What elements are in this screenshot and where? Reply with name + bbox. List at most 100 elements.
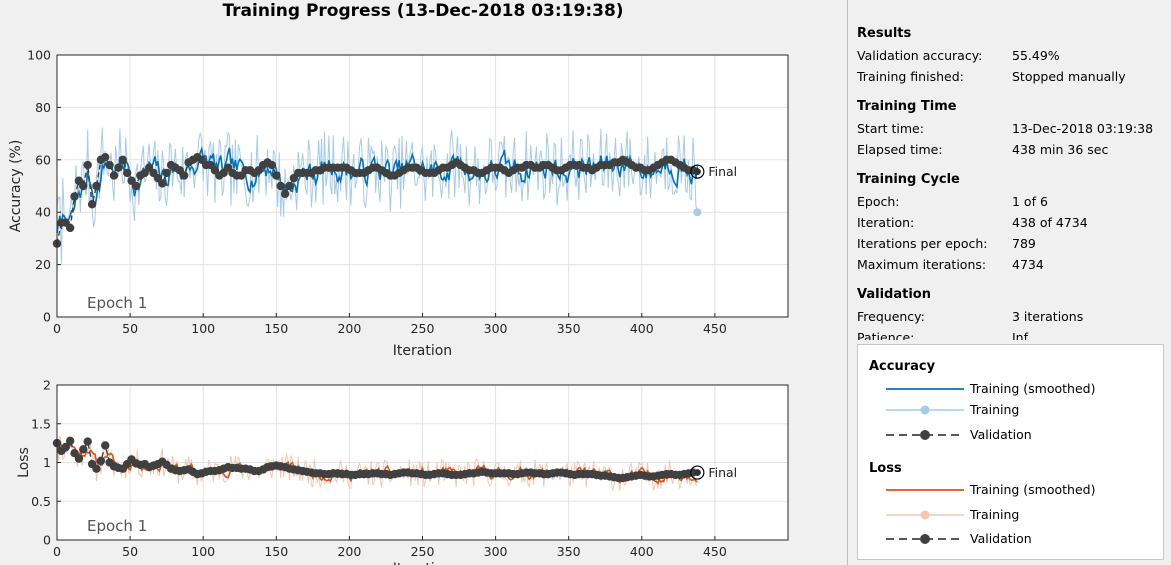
x-tick-label: 450 bbox=[703, 544, 727, 559]
accuracy-last-training-point bbox=[693, 208, 702, 217]
iterations-per-epoch-value: 789 bbox=[1012, 236, 1036, 251]
accuracy-validation-point bbox=[285, 181, 294, 191]
y-tick-label: 20 bbox=[35, 257, 51, 272]
accuracy-final-label: Final bbox=[708, 164, 737, 179]
loss-final-marker bbox=[690, 465, 705, 480]
legend-accuracy-heading: Accuracy bbox=[869, 359, 936, 374]
x-tick-label: 100 bbox=[191, 544, 215, 559]
x-tick-label: 150 bbox=[264, 544, 288, 559]
maximum-iterations-value: 4734 bbox=[1012, 257, 1044, 272]
loss-validation-point bbox=[65, 436, 75, 445]
accuracy-validation-point bbox=[101, 152, 110, 162]
validation-accuracy-value: 55.49% bbox=[1012, 48, 1060, 63]
accuracy-epoch-label: Epoch 1 bbox=[87, 294, 147, 312]
elapsed-time-value: 438 min 36 sec bbox=[1012, 142, 1109, 157]
legend-loss-smoothed-label: Training (smoothed) bbox=[970, 482, 1096, 497]
accuracy-x-axis-label: Iteration bbox=[393, 343, 452, 359]
y-tick-label: 1.5 bbox=[31, 416, 51, 431]
accuracy-validation-point bbox=[92, 181, 101, 191]
loss-validation-point bbox=[92, 464, 101, 473]
panel-divider bbox=[847, 0, 848, 565]
x-tick-label: 400 bbox=[630, 321, 654, 336]
y-tick-label: 60 bbox=[35, 152, 51, 167]
start-time-label: Start time: bbox=[857, 121, 924, 136]
y-tick-label: 0.5 bbox=[31, 494, 51, 509]
x-tick-label: 350 bbox=[557, 321, 581, 336]
x-tick-label: 0 bbox=[53, 321, 61, 336]
accuracy-validation-point bbox=[79, 181, 88, 191]
loss-validation-point bbox=[96, 456, 106, 466]
accuracy-validation-point bbox=[276, 181, 285, 191]
legend: Accuracy Training (smoothed) Training Va… bbox=[857, 344, 1164, 560]
loss-validation-point bbox=[79, 445, 88, 454]
legend-accuracy-training-label: Training bbox=[970, 402, 1020, 417]
accuracy-validation-point bbox=[65, 223, 75, 233]
x-tick-label: 350 bbox=[557, 544, 581, 559]
page-title: Training Progress (13-Dec-2018 03:19:38) bbox=[222, 1, 624, 21]
validation-heading: Validation bbox=[857, 287, 931, 302]
training-time-heading: Training Time bbox=[857, 99, 957, 114]
x-tick-label: 50 bbox=[122, 544, 138, 559]
legend-accuracy-smoothed-line bbox=[886, 388, 964, 390]
accuracy-validation-point bbox=[83, 160, 92, 170]
info-panel: Results Validation accuracy: 55.49% Trai… bbox=[849, 0, 1171, 340]
y-tick-label: 40 bbox=[35, 205, 51, 220]
accuracy-validation-point bbox=[122, 168, 132, 178]
x-tick-label: 400 bbox=[630, 544, 654, 559]
loss-final-label: Final bbox=[708, 465, 737, 480]
accuracy-validation-point bbox=[158, 179, 167, 188]
frequency-value: 3 iterations bbox=[1012, 309, 1084, 324]
accuracy-validation-point bbox=[131, 181, 141, 191]
legend-accuracy-smoothed-label: Training (smoothed) bbox=[970, 381, 1096, 396]
validation-accuracy-label: Validation accuracy: bbox=[857, 48, 983, 63]
loss-validation-point bbox=[61, 442, 70, 452]
y-tick-label: 80 bbox=[35, 100, 51, 115]
accuracy-validation-point bbox=[272, 171, 281, 180]
elapsed-time-label: Elapsed time: bbox=[857, 142, 943, 157]
accuracy-y-axis-label: Accuracy (%) bbox=[8, 140, 24, 233]
loss-validation-point bbox=[83, 437, 92, 446]
legend-accuracy-training-line bbox=[886, 405, 964, 415]
accuracy-training-raw-line bbox=[56, 127, 698, 264]
y-tick-label: 0 bbox=[43, 533, 51, 548]
legend-loss-validation-label: Validation bbox=[970, 531, 1032, 546]
accuracy-validation-point bbox=[179, 171, 189, 180]
legend-loss-validation-line bbox=[886, 534, 964, 544]
x-tick-label: 250 bbox=[411, 321, 435, 336]
training-finished-value: Stopped manually bbox=[1012, 69, 1126, 84]
legend-loss-training-label: Training bbox=[970, 507, 1020, 522]
accuracy-validation-point bbox=[114, 163, 123, 172]
accuracy-validation-point bbox=[118, 155, 127, 164]
maximum-iterations-label: Maximum iterations: bbox=[857, 257, 987, 272]
y-tick-label: 100 bbox=[27, 48, 51, 63]
patience-value: Inf bbox=[1012, 330, 1029, 340]
results-heading: Results bbox=[857, 26, 912, 41]
x-tick-label: 300 bbox=[484, 544, 508, 559]
x-tick-label: 150 bbox=[264, 321, 288, 336]
iterations-per-epoch-label: Iterations per epoch: bbox=[857, 236, 988, 251]
accuracy-validation-point bbox=[280, 189, 290, 199]
x-tick-label: 100 bbox=[191, 321, 215, 336]
loss-y-axis-label: Loss bbox=[16, 447, 32, 478]
training-finished-label: Training finished: bbox=[857, 69, 964, 84]
accuracy-final-marker bbox=[690, 164, 705, 179]
legend-accuracy-validation-line bbox=[886, 430, 964, 440]
iteration-value: 438 of 4734 bbox=[1012, 215, 1088, 230]
accuracy-validation-point bbox=[70, 192, 79, 201]
y-tick-label: 2 bbox=[43, 378, 51, 393]
x-tick-label: 250 bbox=[411, 544, 435, 559]
accuracy-validation-point bbox=[267, 160, 277, 170]
x-tick-label: 200 bbox=[337, 544, 361, 559]
y-tick-label: 0 bbox=[43, 310, 51, 325]
accuracy-validation-point bbox=[87, 200, 97, 209]
loss-final-marker-dot bbox=[693, 469, 701, 477]
accuracy-chart: Final Epoch 1 0 50 100 150 200 250 300 350 400 450 0… bbox=[8, 48, 789, 359]
accuracy-validation-point bbox=[162, 168, 171, 178]
x-tick-label: 450 bbox=[703, 321, 727, 336]
x-tick-label: 0 bbox=[53, 544, 61, 559]
legend-accuracy-validation-label: Validation bbox=[970, 427, 1032, 442]
loss-chart: Final Epoch 1 0 50 100 150 200 250 300 350 400 450 0… bbox=[16, 378, 789, 565]
frequency-label: Frequency: bbox=[857, 309, 925, 324]
y-tick-label: 1 bbox=[43, 455, 51, 470]
epoch-label: Epoch: bbox=[857, 194, 900, 209]
